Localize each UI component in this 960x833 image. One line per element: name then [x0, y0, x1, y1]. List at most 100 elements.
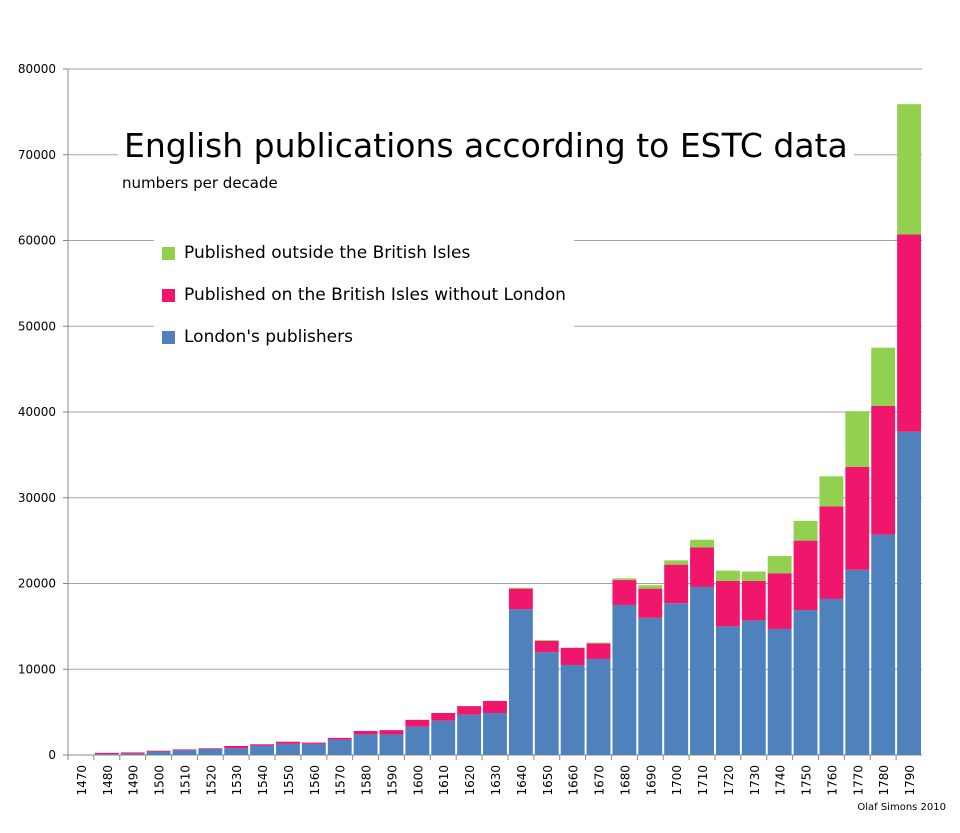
- x-tick-label: 1520: [204, 765, 218, 796]
- x-tick-label: 1540: [256, 765, 270, 796]
- x-tick-label: 1660: [567, 765, 581, 796]
- bar-segment: [638, 617, 663, 755]
- bar-segment: [690, 547, 714, 587]
- bar-segment: [871, 405, 896, 535]
- bar-segment: [767, 573, 792, 629]
- bar-segment: [353, 734, 378, 755]
- bar-segment: [741, 571, 766, 581]
- y-tick-label: 40000: [18, 405, 56, 419]
- x-tick-label: 1630: [489, 765, 503, 796]
- bar-segment: [638, 585, 663, 589]
- x-tick-label: 1770: [851, 765, 865, 796]
- x-tick-label: 1530: [230, 765, 244, 796]
- x-tick-label: 1740: [774, 765, 788, 796]
- x-tick-label: 1580: [360, 765, 374, 796]
- bar-segment: [664, 560, 689, 565]
- bar-segment: [198, 748, 223, 749]
- bar-segment: [560, 664, 585, 755]
- legend-swatch: [162, 288, 175, 302]
- bar-segment: [612, 578, 637, 581]
- bar-segment: [715, 580, 740, 627]
- bar-segment: [586, 643, 611, 659]
- bar-segment: [457, 706, 482, 715]
- bar-segment: [715, 570, 740, 581]
- bar-segment: [715, 626, 740, 755]
- bar-segment: [793, 610, 818, 755]
- bar-segment: [767, 556, 792, 574]
- x-tick-label: 1510: [178, 765, 192, 796]
- y-tick-label: 80000: [18, 62, 56, 76]
- bar-segment: [431, 712, 456, 721]
- x-tick-label: 1570: [334, 765, 348, 796]
- y-tick-label: 10000: [18, 662, 56, 676]
- bar-segment: [483, 712, 507, 755]
- bar-segment: [508, 587, 533, 589]
- x-tick-label: 1590: [385, 765, 399, 796]
- x-tick-label: 1550: [282, 765, 296, 796]
- bar-segment: [871, 347, 896, 406]
- bar-segment: [612, 580, 637, 605]
- bar-segment: [120, 753, 145, 755]
- legend-swatch: [162, 330, 175, 344]
- x-tick-label: 1700: [670, 765, 684, 796]
- bar-segment: [741, 580, 766, 621]
- bar-segment: [431, 720, 456, 755]
- bar-segment: [508, 609, 533, 755]
- x-tick-label: 1760: [825, 765, 839, 796]
- bar-segment: [405, 726, 430, 755]
- y-tick-label: 60000: [18, 234, 56, 248]
- bar-segment: [172, 750, 197, 755]
- x-tick-label: 1690: [644, 765, 658, 796]
- bar-segment: [534, 652, 559, 755]
- bar-segment: [664, 564, 689, 604]
- bar-segment: [224, 745, 249, 749]
- bar-segment: [845, 466, 870, 570]
- x-tick-label: 1480: [101, 765, 115, 796]
- y-tick-label: 20000: [18, 577, 56, 591]
- x-tick-label: 1720: [722, 765, 736, 796]
- bar-segment: [379, 730, 404, 735]
- legend-label: Published on the British Isles without L…: [184, 285, 566, 305]
- x-tick-label: 1780: [877, 765, 891, 796]
- bar-segment: [301, 742, 326, 744]
- x-tick-label: 1710: [696, 765, 710, 796]
- bar-segment: [690, 586, 714, 755]
- bar-segment: [897, 234, 921, 432]
- bar-segment: [638, 588, 663, 618]
- bar-segment: [845, 411, 870, 467]
- y-tick-label: 0: [48, 748, 56, 762]
- bar-segment: [897, 431, 921, 755]
- bar-segment: [94, 754, 119, 755]
- bar-segment: [94, 752, 119, 755]
- legend-swatch: [162, 246, 175, 260]
- bar-segment: [612, 604, 637, 755]
- bar-segment: [198, 748, 223, 755]
- bar-segment: [224, 748, 249, 755]
- bar-segment: [534, 640, 559, 653]
- bar-segment: [767, 628, 792, 755]
- bar-segment: [793, 520, 818, 541]
- y-tick-label: 50000: [18, 319, 56, 333]
- chart-title: English publications according to ESTC d…: [118, 126, 854, 165]
- bar-segment: [353, 730, 378, 735]
- legend: Published outside the British Isles Publ…: [154, 232, 574, 358]
- bar-segment: [146, 750, 171, 752]
- bar-segment: [146, 751, 171, 755]
- bar-segment: [250, 744, 275, 746]
- x-tick-label: 1650: [541, 765, 555, 796]
- bar-segment: [379, 734, 404, 755]
- x-tick-label: 1470: [75, 765, 89, 796]
- bar-segment: [120, 752, 145, 754]
- bar-segment: [534, 640, 559, 641]
- x-tick-label: 1670: [593, 765, 607, 796]
- bar-segment: [819, 598, 844, 755]
- x-tick-label: 1640: [515, 765, 529, 796]
- bar-segment: [819, 476, 844, 507]
- x-tick-label: 1600: [411, 765, 425, 796]
- chart-subtitle: numbers per decade: [122, 174, 278, 192]
- x-tick-label: 1620: [463, 765, 477, 796]
- bar-segment: [845, 569, 870, 755]
- bar-segment: [508, 588, 533, 610]
- legend-item-outside: Published outside the British Isles: [154, 232, 574, 274]
